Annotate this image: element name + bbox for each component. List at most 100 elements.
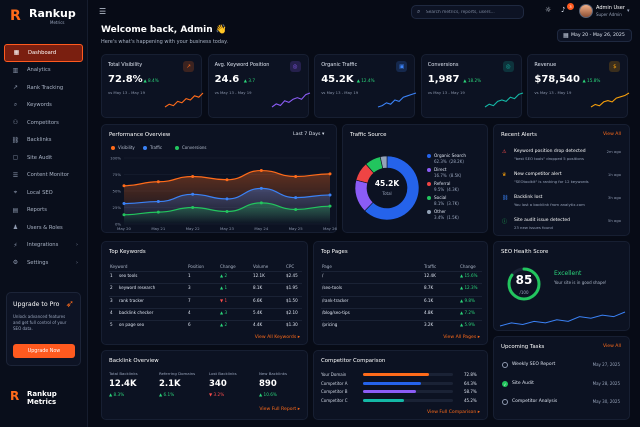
- upgrade-button[interactable]: Upgrade Now: [13, 344, 75, 358]
- table-cell-page[interactable]: /rank-tracker: [322, 297, 349, 303]
- search-input[interactable]: [426, 7, 521, 17]
- brand-logo[interactable]: R Rankup Metrics: [10, 8, 85, 28]
- backlinks-icon: ⛓: [11, 136, 20, 144]
- tasks-view-all[interactable]: View All: [602, 344, 621, 349]
- date-range-picker[interactable]: ▦ May 20 - May 26, 2025: [557, 29, 632, 42]
- data-point: [122, 213, 126, 217]
- target-icon: ◎: [289, 61, 301, 72]
- alert-title[interactable]: New competitor alert: [514, 172, 562, 177]
- menu-icon[interactable]: ☰: [99, 7, 107, 16]
- brand-name: Rankup: [29, 7, 76, 20]
- table-cell-page[interactable]: /seo-tools: [322, 285, 342, 291]
- view-all-keywords-link[interactable]: View All Keywords ▸: [254, 335, 300, 340]
- chevron-right-icon: ›: [76, 242, 78, 249]
- bell-icon[interactable]: ♪: [561, 6, 566, 14]
- data-point: [259, 169, 263, 173]
- task-name[interactable]: Site Audit: [512, 380, 534, 386]
- backlink-label: Total Backlinks: [109, 371, 138, 376]
- sidebar-item-rank-tracking[interactable]: ↗ Rank Tracking: [4, 79, 83, 97]
- table-cell-position: 6: [188, 322, 191, 328]
- sidebar-item-competitors[interactable]: ⚇ Competitors: [4, 114, 83, 132]
- sidebar-item-content-monitor[interactable]: ☰ Content Monitor: [4, 167, 83, 185]
- y-tick-label: 75%: [113, 172, 122, 177]
- table-cell-page[interactable]: /: [322, 273, 324, 278]
- table-cell-volume: 5.4K: [253, 309, 263, 315]
- performance-chart: 0% 25% 50% 75% 100% May 20 May 21 May 22 May 23 M…: [110, 156, 337, 232]
- data-point: [225, 178, 229, 182]
- users-icon: ♟: [12, 224, 19, 232]
- stat-title: Total Visibility: [108, 62, 143, 68]
- legend-swatch: [427, 168, 431, 172]
- legend-swatch: [111, 145, 115, 150]
- stat-card: Conversions ◎ 1,987 ▲ 18.2% vs May 13 - May …: [420, 54, 523, 118]
- competitor-name: Your Domain: [321, 372, 347, 377]
- sidebar-item-local-seo[interactable]: ⌖ Local SEO: [4, 184, 83, 202]
- table-cell-keyword[interactable]: rank tracker: [119, 297, 144, 303]
- chevron-down-icon[interactable]: ▾: [627, 8, 630, 14]
- donut-center-value: 45.2K: [374, 179, 400, 188]
- table-header: Change: [460, 264, 476, 269]
- data-point: [328, 172, 332, 176]
- backlink-value: 890: [259, 379, 277, 389]
- sidebar-item-settings[interactable]: ⚙ Settings ›: [4, 254, 83, 272]
- alert-title[interactable]: Keyword position drop detected: [514, 149, 586, 154]
- legend-value: 9.5% (4.3K): [434, 187, 459, 192]
- stat-delta: ▲ 12.4%: [356, 78, 375, 83]
- circle-icon[interactable]: [502, 399, 508, 405]
- y-tick-label: 0%: [115, 222, 121, 227]
- legend-swatch: [143, 145, 147, 150]
- row-divider: [321, 295, 482, 297]
- table-cell-page[interactable]: /blog/seo-tips: [322, 309, 350, 315]
- sidebar-item-dashboard[interactable]: ▦ Dashboard: [4, 44, 83, 62]
- chevron-right-icon: ›: [76, 259, 78, 266]
- table-cell-keyword[interactable]: seo tools: [119, 273, 138, 278]
- task-name[interactable]: Weekly SEO Report: [512, 362, 556, 367]
- view-full-report-link[interactable]: View Full Report ▸: [259, 407, 300, 412]
- table-cell-keyword[interactable]: keyword research: [119, 285, 156, 291]
- analytics-icon: ▥: [12, 66, 19, 74]
- table-cell-traffic: 12.4K: [424, 273, 436, 278]
- sidebar-item-analytics[interactable]: ▥ Analytics: [4, 62, 83, 80]
- row-number: 3: [110, 297, 113, 303]
- competitor-bar-fill: [363, 390, 416, 393]
- table-cell-keyword[interactable]: on page seo: [119, 322, 145, 328]
- sidebar-item-integrations[interactable]: ⚡ Integrations ›: [4, 237, 83, 255]
- alert-title[interactable]: Backlink lost: [514, 195, 543, 200]
- data-point: [225, 197, 229, 201]
- sidebar-item-site-audit[interactable]: ▢ Site Audit: [4, 149, 83, 167]
- traffic-icon: ▣: [396, 61, 408, 72]
- competitor-value: 64.3%: [464, 380, 477, 386]
- view-all-pages-link[interactable]: View All Pages ▸: [443, 335, 480, 340]
- sidebar-item-users-roles[interactable]: ♟ Users & Roles: [4, 219, 83, 237]
- view-full-comparison-link[interactable]: View Full Comparison ▸: [427, 410, 480, 415]
- chevron-down-icon: ▾: [321, 132, 325, 137]
- range-dropdown[interactable]: Last 7 Days ▾: [293, 132, 324, 137]
- task-name[interactable]: Competitor Analysis: [512, 399, 558, 404]
- table-cell-change: ▲ 15.6%: [460, 273, 478, 278]
- health-max: /100: [519, 290, 529, 295]
- sidebar-item-keywords[interactable]: ⌕ Keywords: [4, 97, 83, 115]
- sidebar-item-backlinks[interactable]: ⛓ Backlinks: [4, 132, 83, 150]
- user-name[interactable]: Admin User: [596, 5, 625, 11]
- avatar[interactable]: [579, 4, 593, 18]
- circle-icon[interactable]: [502, 362, 508, 368]
- alerts-view-all[interactable]: View All: [602, 132, 621, 137]
- stat-card: Organic Traffic ▣ 45.2K ▲ 12.4% vs May 13 - …: [314, 54, 417, 118]
- reports-icon: ▤: [12, 206, 19, 214]
- traffic-donut-chart: [354, 155, 420, 221]
- x-tick-label: May 23: [220, 226, 234, 231]
- legend-label: Other: [434, 209, 446, 214]
- check-circle-icon[interactable]: ✓: [502, 380, 508, 387]
- table-cell-cpc: $1.95: [286, 285, 298, 291]
- table-cell-volume: 8.1K: [253, 285, 263, 291]
- table-cell-keyword[interactable]: backlink checker: [119, 309, 154, 315]
- legend-label: Traffic: [150, 145, 163, 150]
- theme-icon[interactable]: ☼: [545, 6, 552, 14]
- health-trend-line: [499, 311, 626, 327]
- alert-title[interactable]: Site audit issue detected: [514, 218, 570, 223]
- table-cell-change: ▲ 2: [220, 273, 228, 278]
- table-cell-change: ▲ 5.9%: [460, 322, 475, 328]
- table-cell-page[interactable]: /pricing: [322, 322, 338, 328]
- sidebar-item-reports[interactable]: ▤ Reports: [4, 202, 83, 220]
